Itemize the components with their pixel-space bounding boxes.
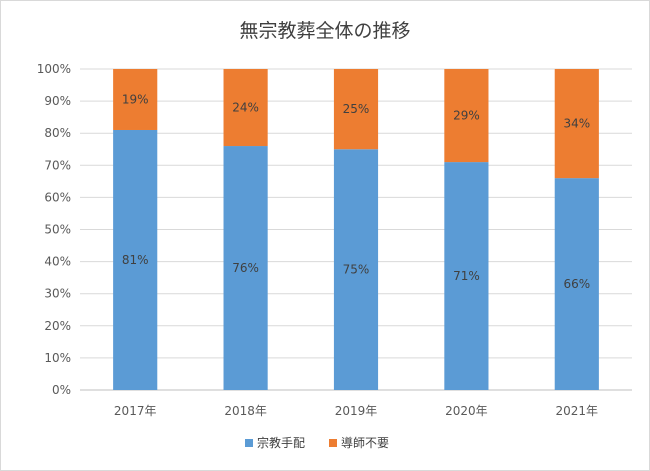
y-tick-label: 40%	[44, 255, 71, 269]
data-label: 19%	[122, 92, 149, 106]
bar-segment-series2	[554, 69, 599, 179]
bar-segment-series1	[223, 146, 268, 390]
y-tick-label: 80%	[44, 126, 71, 140]
y-tick-label: 100%	[37, 62, 71, 76]
bar-segment-series2	[223, 69, 268, 147]
legend: 宗教手配 導師不要	[245, 435, 389, 450]
data-label: 34%	[563, 117, 590, 131]
bar-segment-series1	[113, 129, 158, 391]
y-tick-label: 30%	[44, 287, 71, 301]
y-tick-label: 0%	[52, 383, 71, 397]
legend-swatch	[245, 439, 253, 447]
bar-segment-series2	[113, 69, 158, 130]
legend-label: 導師不要	[341, 436, 389, 450]
data-label: 81%	[122, 253, 149, 267]
x-tick-label: 2017年	[114, 404, 157, 418]
data-label: 29%	[453, 109, 480, 123]
y-tick-label: 90%	[44, 94, 71, 108]
x-tick-label: 2018年	[224, 404, 267, 418]
chart-title: 無宗教葬全体の推移	[239, 20, 410, 42]
x-axis-ticks: 2017年 2018年 2019年 2020年 2021年	[114, 404, 598, 418]
bar-segment-series1	[554, 178, 599, 390]
x-tick-label: 2021年	[556, 404, 599, 418]
y-tick-label: 50%	[44, 223, 71, 237]
bar-segment-series2	[444, 69, 489, 163]
data-label: 24%	[232, 101, 259, 115]
bar-segment-series1	[333, 149, 379, 390]
x-tick-label: 2019年	[335, 404, 378, 418]
y-tick-label: 10%	[44, 351, 71, 365]
data-label: 66%	[563, 277, 590, 291]
y-axis-ticks: 0% 10% 20% 30% 40% 50% 60% 70% 80% 90% 100%	[37, 62, 71, 397]
bars: 81% 19% 76% 24% 75% 25% 71% 29% 66% 34%	[113, 69, 599, 391]
x-tick-label: 2020年	[445, 404, 488, 418]
y-tick-label: 20%	[44, 319, 71, 333]
y-tick-label: 70%	[44, 158, 71, 172]
data-label: 75%	[343, 263, 370, 277]
data-label: 71%	[453, 269, 480, 283]
data-label: 25%	[343, 102, 370, 116]
y-tick-label: 60%	[44, 190, 71, 204]
legend-swatch	[329, 439, 337, 447]
legend-label: 宗教手配	[257, 435, 305, 450]
data-label: 76%	[232, 261, 259, 275]
bar-segment-series2	[333, 69, 379, 150]
bar-segment-series1	[444, 162, 489, 390]
